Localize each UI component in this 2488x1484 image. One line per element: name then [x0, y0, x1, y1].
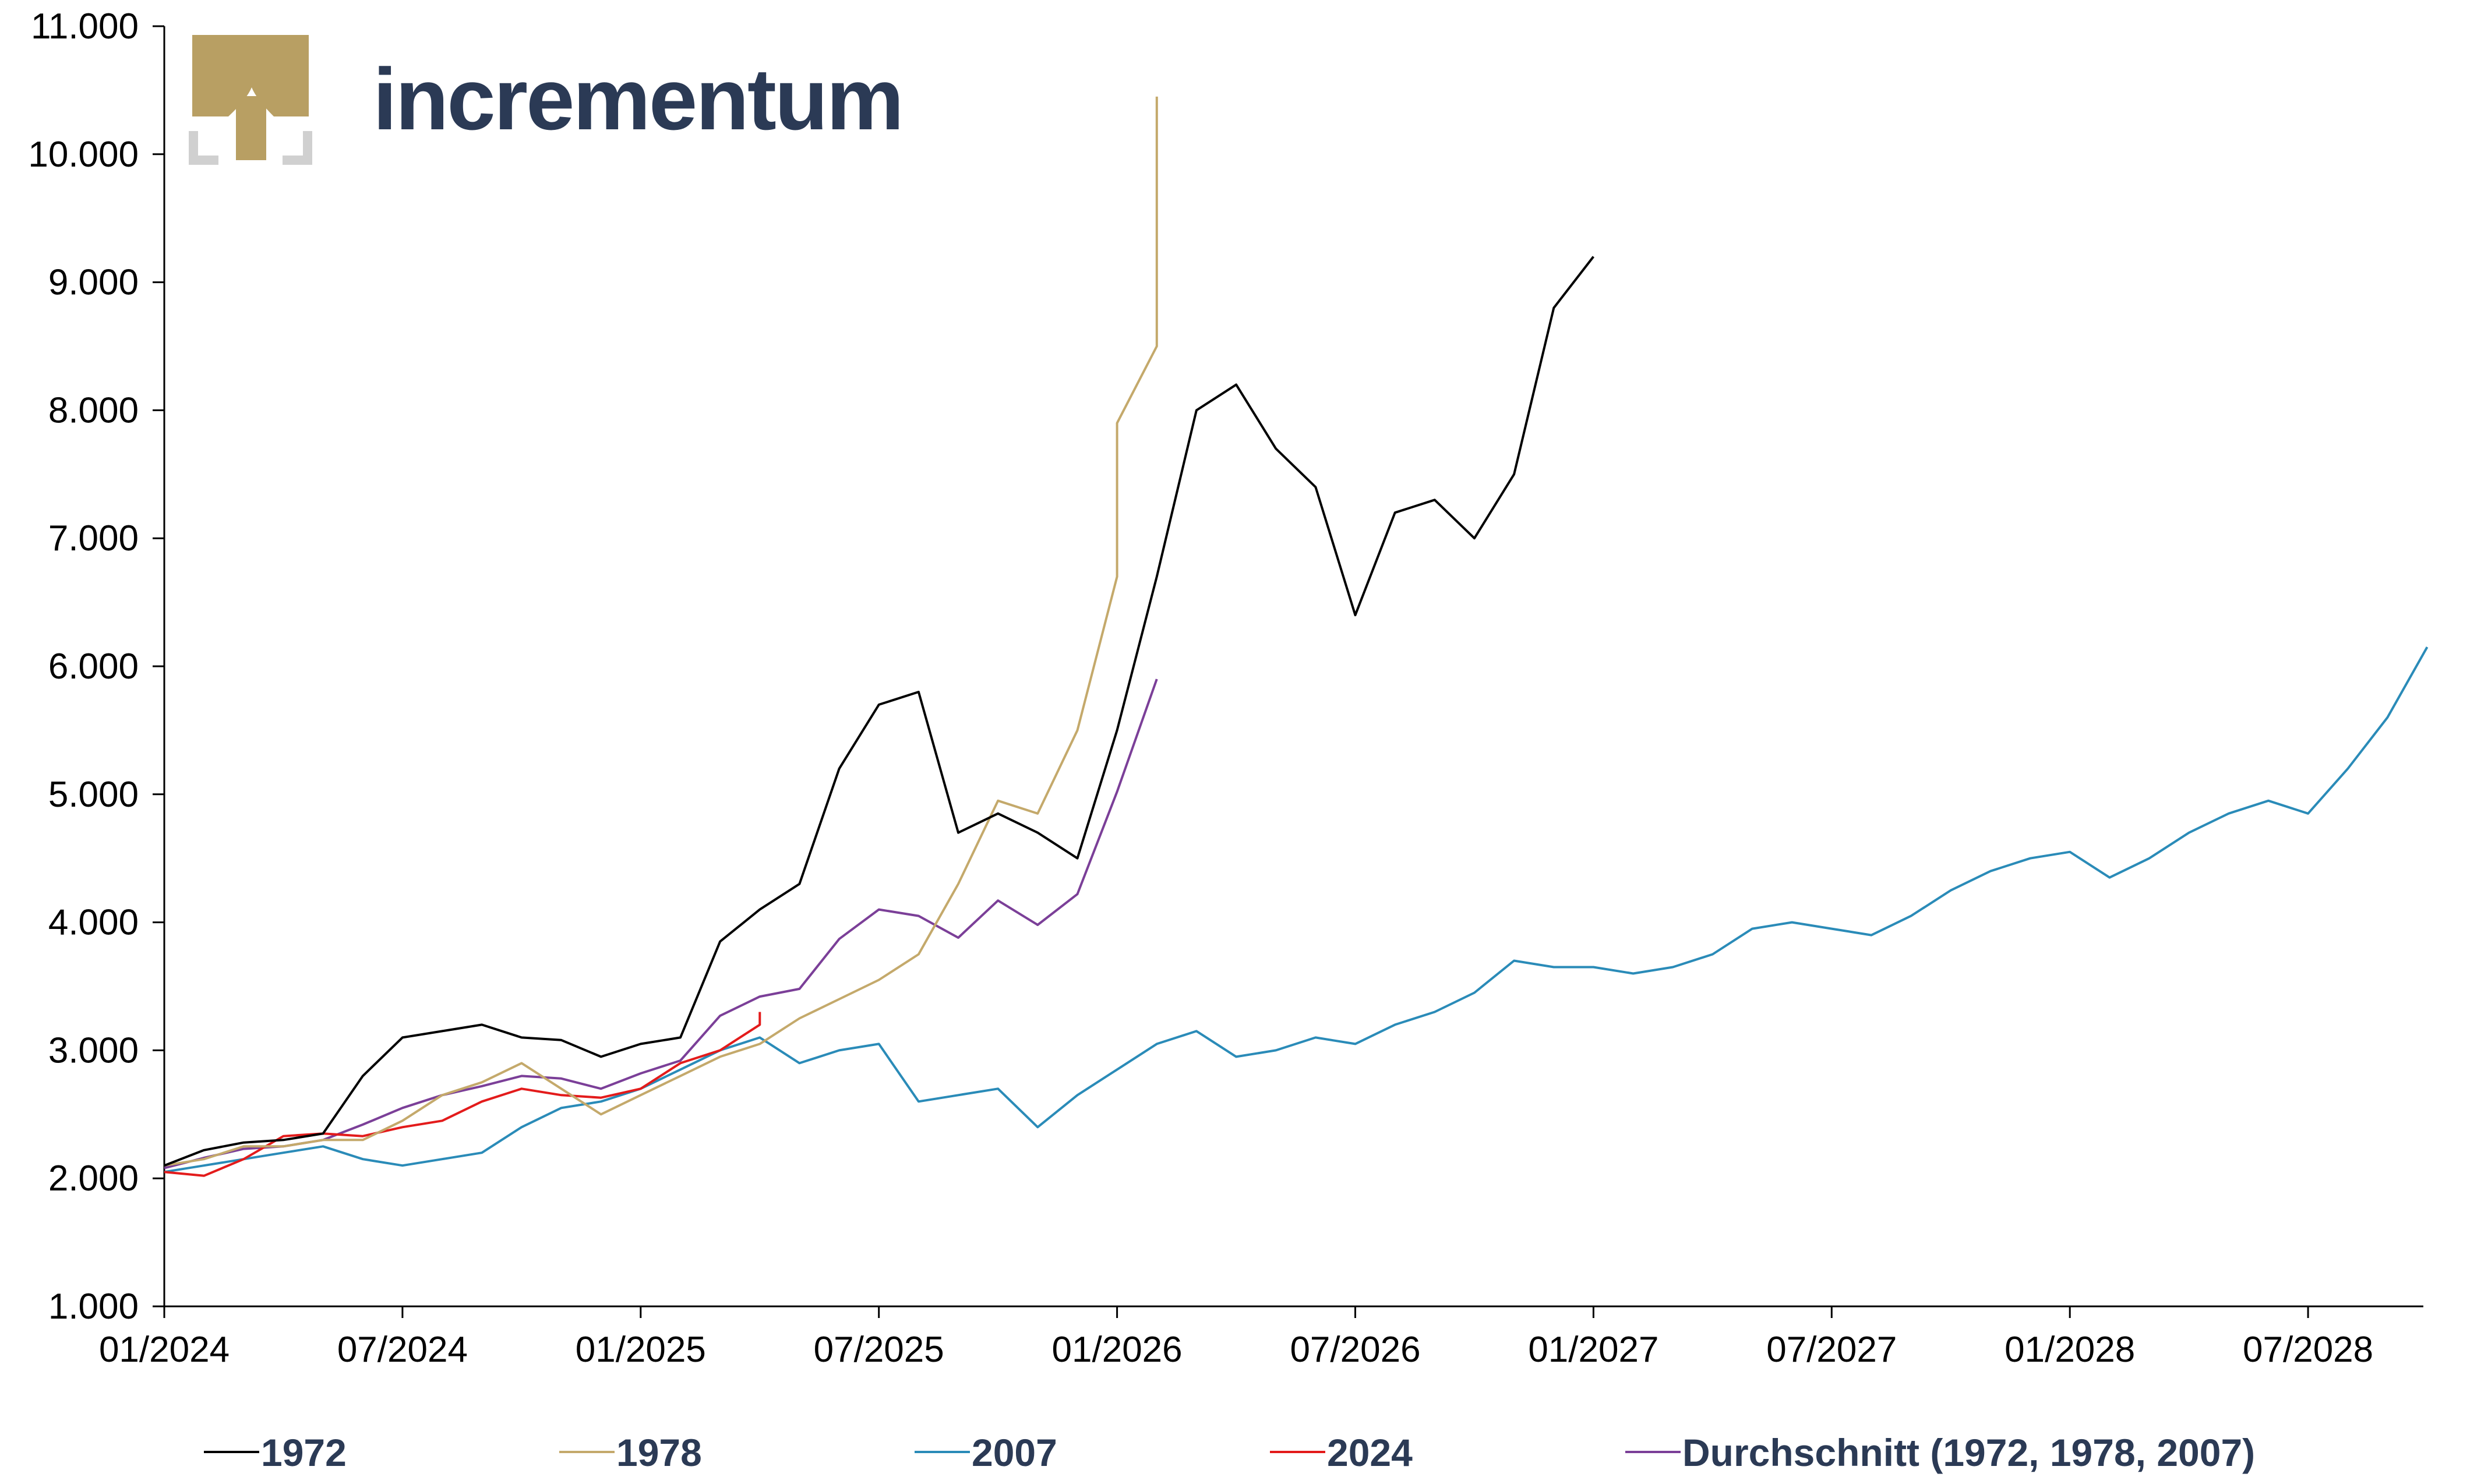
y-tick-label: 10.000 [28, 135, 139, 175]
brand-name: incrementum [373, 50, 902, 148]
y-axis-ticks: 1.000 2.000 3.000 4.000 5.000 6.000 7.000 8.000… [28, 6, 164, 1327]
x-axis-ticks: 01/2024 07/2024 01/2025 07/2025 01/2026 07/20… [99, 1306, 2373, 1370]
series-line-durchschnitt [164, 679, 1158, 1169]
logo-frame [189, 131, 312, 165]
y-tick-label: 9.000 [48, 263, 139, 303]
brand-logo: incrementum [189, 35, 904, 165]
x-tick-label: 01/2026 [1052, 1330, 1183, 1370]
y-tick-label: 6.000 [48, 646, 139, 687]
x-tick-label: 01/2027 [1528, 1330, 1658, 1370]
x-tick-label: 01/2024 [99, 1330, 230, 1370]
series-lines [164, 96, 2429, 1177]
series-line-2007 [164, 646, 2429, 1174]
series-line-2024 [164, 1012, 761, 1177]
series-line-1972 [164, 256, 1594, 1167]
y-tick-label: 4.000 [48, 903, 139, 943]
y-tick-label: 8.000 [48, 390, 139, 430]
legend-label: 2007 [972, 1431, 1057, 1474]
logo-frame-right [283, 131, 312, 165]
x-tick-label: 01/2025 [576, 1330, 706, 1370]
y-tick-label: 3.000 [48, 1030, 139, 1070]
legend-label: 2024 [1327, 1431, 1413, 1474]
x-tick-label: 07/2024 [337, 1330, 468, 1370]
x-tick-label: 01/2028 [2004, 1330, 2135, 1370]
series-line-1978 [164, 96, 1158, 1167]
tree-icon [192, 35, 309, 160]
y-tick-label: 1.000 [48, 1287, 139, 1327]
y-tick-label: 11.000 [31, 6, 139, 47]
y-tick-label: 7.000 [48, 518, 139, 559]
y-tick-label: 5.000 [48, 775, 139, 815]
legend-label: 1972 [261, 1431, 347, 1474]
legend-label: 1978 [616, 1431, 702, 1474]
x-tick-label: 07/2025 [814, 1330, 944, 1370]
x-tick-label: 07/2028 [2243, 1330, 2373, 1370]
x-tick-label: 07/2026 [1290, 1330, 1420, 1370]
tree-trunk [236, 96, 266, 160]
x-tick-label: 07/2027 [1766, 1330, 1897, 1370]
tree-branches [192, 35, 309, 116]
logo-frame-left [189, 131, 218, 165]
legend-label: Durchschnitt (1972, 1978, 2007) [1682, 1431, 2255, 1474]
legend: 1972 1978 2007 2024 Durchschnitt (1972, 1978… [204, 1431, 2255, 1474]
y-tick-label: 2.000 [48, 1158, 139, 1199]
